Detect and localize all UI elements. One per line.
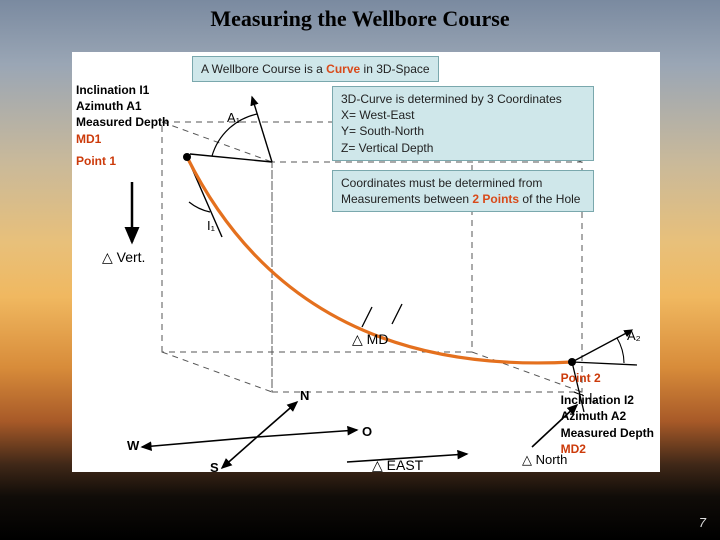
diagram-panel: A₁ I₁ △ MD △ Vert. A₂ I₂ xyxy=(72,52,660,472)
label-dMD: △ MD xyxy=(352,331,388,347)
label-A1: A₁ xyxy=(227,110,241,125)
label-dEast: △ EAST xyxy=(372,457,424,472)
point1-labels: Inclination I1 Azimuth A1 Measured Depth… xyxy=(76,82,169,169)
callout-measure: Coordinates must be determined from Meas… xyxy=(332,170,594,212)
slide-number: 7 xyxy=(699,515,706,530)
point-1-marker xyxy=(183,153,191,161)
slide: Measuring the Wellbore Course A₁ xyxy=(0,0,720,540)
callout-coords: 3D-Curve is determined by 3 Coordinates … xyxy=(332,86,594,161)
point2-labels: Point 2 Inclination I2 Azimuth A2 Measur… xyxy=(561,370,654,457)
svg-text:N: N xyxy=(300,388,309,403)
svg-text:W: W xyxy=(127,438,140,453)
label-dVert: △ Vert. xyxy=(102,249,145,265)
label-A2: A₂ xyxy=(627,328,641,343)
svg-text:O: O xyxy=(362,424,372,439)
svg-text:S: S xyxy=(210,460,219,472)
label-I1: I₁ xyxy=(207,218,216,233)
slide-title: Measuring the Wellbore Course xyxy=(0,6,720,32)
callout-top: A Wellbore Course is a Curve in 3D-Space xyxy=(192,56,439,82)
